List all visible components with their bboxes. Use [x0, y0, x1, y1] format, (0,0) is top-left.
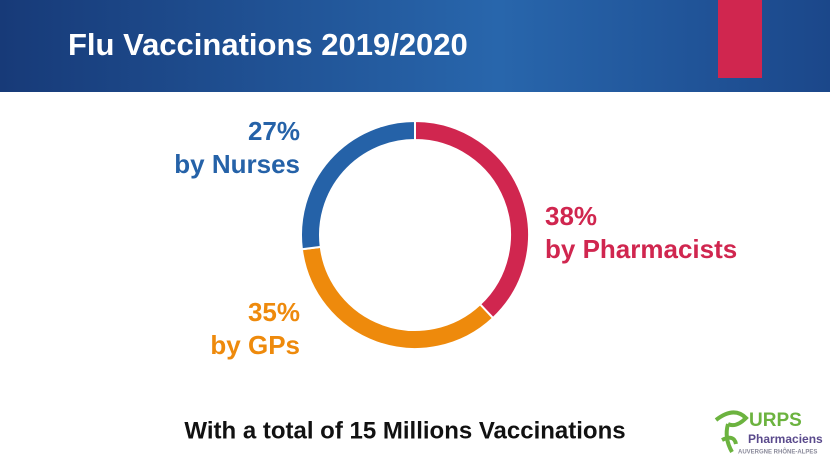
category-label: by Pharmacists — [545, 234, 737, 264]
category-label: by GPs — [210, 330, 300, 360]
chart-title: Flu Vaccinations 2019/2020 — [68, 27, 468, 62]
logo-line1: Pharmaciens — [748, 432, 823, 446]
donut-segment — [300, 119, 416, 251]
value-label: 27% — [248, 116, 300, 146]
annotation: With a total of 15 Millions Vaccinations — [184, 417, 625, 444]
logo-name: URPS — [749, 410, 802, 431]
header-accent — [718, 0, 762, 78]
header-band — [0, 0, 830, 92]
value-label: 35% — [248, 297, 300, 327]
logo-line2: AUVERGNE RHÔNE-ALPES — [738, 448, 817, 456]
category-label: by Nurses — [174, 149, 300, 179]
logo: URPS Pharmaciens AUVERGNE RHÔNE-ALPES — [714, 410, 823, 456]
logo-symbol — [714, 410, 749, 453]
value-label: 38% — [545, 201, 597, 231]
